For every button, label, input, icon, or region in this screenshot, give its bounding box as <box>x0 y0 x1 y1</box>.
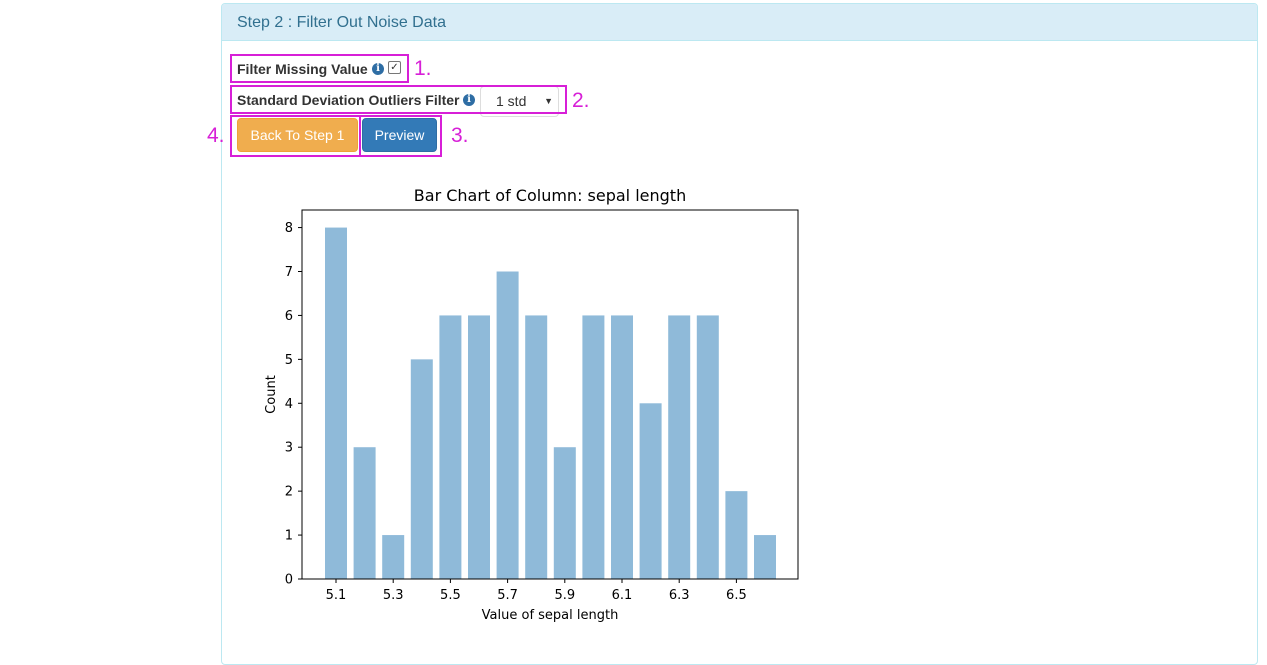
panel-title: Step 2 : Filter Out Noise Data <box>222 4 1257 41</box>
bar-6.0 <box>582 315 605 579</box>
x-tick-label: 5.1 <box>326 588 347 603</box>
y-tick-label: 6 <box>285 309 293 324</box>
x-axis-label: Value of sepal length <box>482 608 619 623</box>
bar-5.2 <box>353 447 376 579</box>
std-filter-label: Standard Deviation Outliers Filter <box>237 92 460 108</box>
preview-button[interactable]: Preview <box>362 118 437 152</box>
x-tick-label: 6.1 <box>612 588 633 603</box>
x-tick-label: 5.7 <box>497 588 518 603</box>
x-tick-label: 6.5 <box>726 588 747 603</box>
annotation-number-1: 1. <box>414 57 432 80</box>
bar-6.6 <box>754 535 776 579</box>
y-tick-label: 2 <box>285 485 293 500</box>
filter-missing-label: Filter Missing Value <box>237 61 368 77</box>
annotation-number-3: 3. <box>451 124 469 147</box>
x-tick-label: 5.9 <box>554 588 575 603</box>
bar-5.6 <box>468 315 490 579</box>
y-tick-label: 3 <box>285 441 293 456</box>
x-tick-label: 6.3 <box>669 588 690 603</box>
annotation-number-2: 2. <box>572 89 590 112</box>
bar-5.7 <box>496 271 519 579</box>
y-tick-label: 0 <box>285 573 293 588</box>
y-axis-label: Count <box>264 375 279 414</box>
bar-5.8 <box>525 315 548 579</box>
bar-5.9 <box>553 447 576 579</box>
bar-6.1 <box>611 315 633 579</box>
back-to-step1-button[interactable]: Back To Step 1 <box>237 118 358 152</box>
y-tick-label: 7 <box>285 265 293 280</box>
bar-6.3 <box>668 315 691 579</box>
bar-5.1 <box>325 227 347 580</box>
info-circle-icon[interactable]: i <box>463 94 475 106</box>
bar-6.5 <box>725 491 748 579</box>
y-tick-label: 1 <box>285 529 293 544</box>
info-circle-icon[interactable]: i <box>372 63 384 75</box>
bar-chart: 0 1 2 3 4 5 6 7 8 5.1 5.3 5.5 5.7 5.9 6.1 6.3 6.5 Bar Cha… <box>264 186 799 623</box>
annotation-box-4 <box>230 115 361 157</box>
std-filter-selected-value: 1 std <box>496 93 527 109</box>
filter-missing-checkbox[interactable]: ✓ <box>388 61 401 74</box>
annotation-box-1 <box>230 54 409 83</box>
y-tick-label: 4 <box>285 397 293 412</box>
bar-5.5 <box>439 315 462 579</box>
plot-frame <box>301 209 799 580</box>
y-tick-label: 5 <box>285 353 293 368</box>
annotation-number-4: 4. <box>207 124 225 147</box>
y-tick-label: 8 <box>285 221 293 236</box>
caret-down-icon: ▼ <box>544 96 553 106</box>
chart-title: Bar Chart of Column: sepal length <box>414 186 686 205</box>
bar-6.4 <box>696 315 719 579</box>
annotation-box-2 <box>230 85 567 114</box>
bar-6.2 <box>639 403 662 579</box>
x-tick-label: 5.3 <box>383 588 404 603</box>
bar-5.3 <box>382 535 405 579</box>
bar-5.4 <box>410 359 433 579</box>
x-tick-label: 5.5 <box>440 588 461 603</box>
